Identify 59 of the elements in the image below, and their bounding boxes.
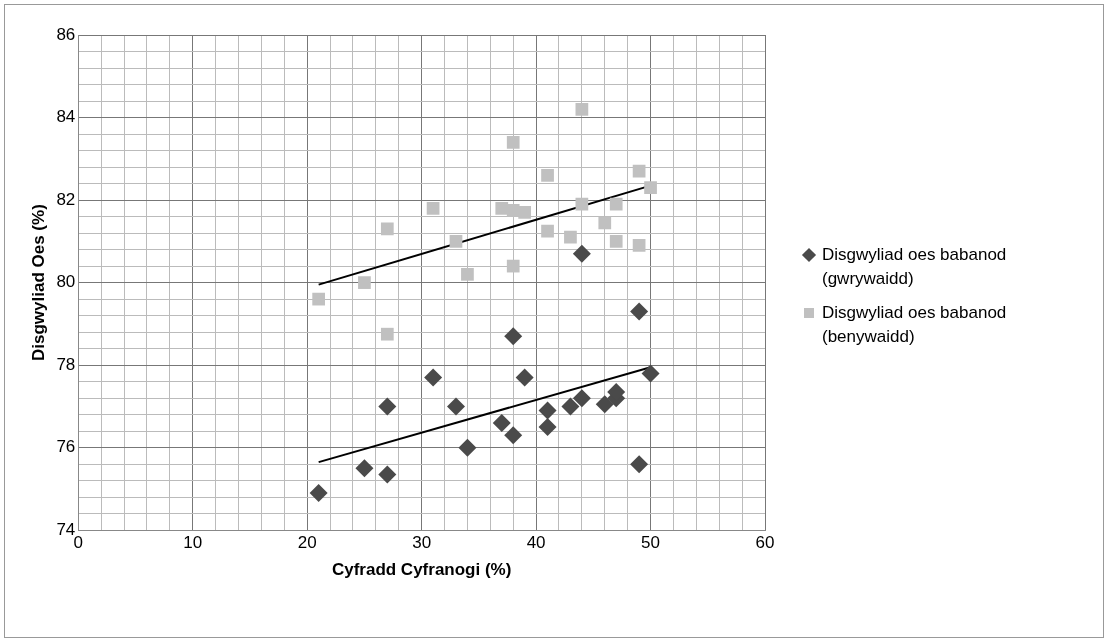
point [492,413,511,432]
point [572,244,591,263]
point [309,484,328,503]
y-tick-label: 86 [56,24,76,44]
point [358,276,371,289]
x-tick-label: 60 [755,533,775,553]
legend-label: Disgwyliad oes babanod (gwrywaidd) [822,244,1008,290]
y-tick-label: 80 [56,272,76,292]
point [572,389,591,408]
point [630,455,649,474]
point [504,426,523,445]
point [575,102,589,116]
point [458,438,477,457]
point [449,234,463,248]
point [504,327,523,346]
legend-label: Disgwyliad oes babanod (benywaidd) [822,302,1008,348]
y-tick-label: 76 [56,437,76,457]
point [426,201,440,215]
point [541,224,554,238]
point [644,181,657,195]
point [632,164,646,178]
point [632,239,646,252]
point [641,364,660,383]
point [598,216,612,230]
point [355,459,374,478]
point [380,327,394,341]
y-tick-label: 84 [56,107,76,127]
point [541,168,554,182]
point [518,206,532,219]
point [378,465,397,484]
point [575,197,589,211]
point [506,259,520,273]
point [312,292,326,306]
point [561,397,580,416]
y-axis-title: Disgwyliad Oes (%) [28,204,48,362]
x-axis-title: Cyfradd Cyfranogi (%) [331,560,512,580]
point [609,234,623,248]
x-tick-label: 30 [412,533,432,553]
point [446,397,465,416]
x-tick-label: 50 [641,533,661,553]
point [630,302,649,321]
point [564,230,577,244]
point [538,401,557,420]
point [515,368,534,387]
x-tick-label: 10 [183,533,203,553]
point [424,368,443,387]
y-tick-label: 78 [56,354,76,374]
point [595,395,614,414]
point [461,267,474,281]
x-tick-label: 0 [73,533,84,553]
point [380,222,394,236]
point [506,135,520,149]
point [538,418,557,437]
y-tick-label: 82 [56,189,76,209]
x-tick-label: 20 [297,533,317,553]
x-tick-label: 40 [526,533,546,553]
point [609,197,623,211]
point [378,397,397,416]
point [495,201,509,215]
